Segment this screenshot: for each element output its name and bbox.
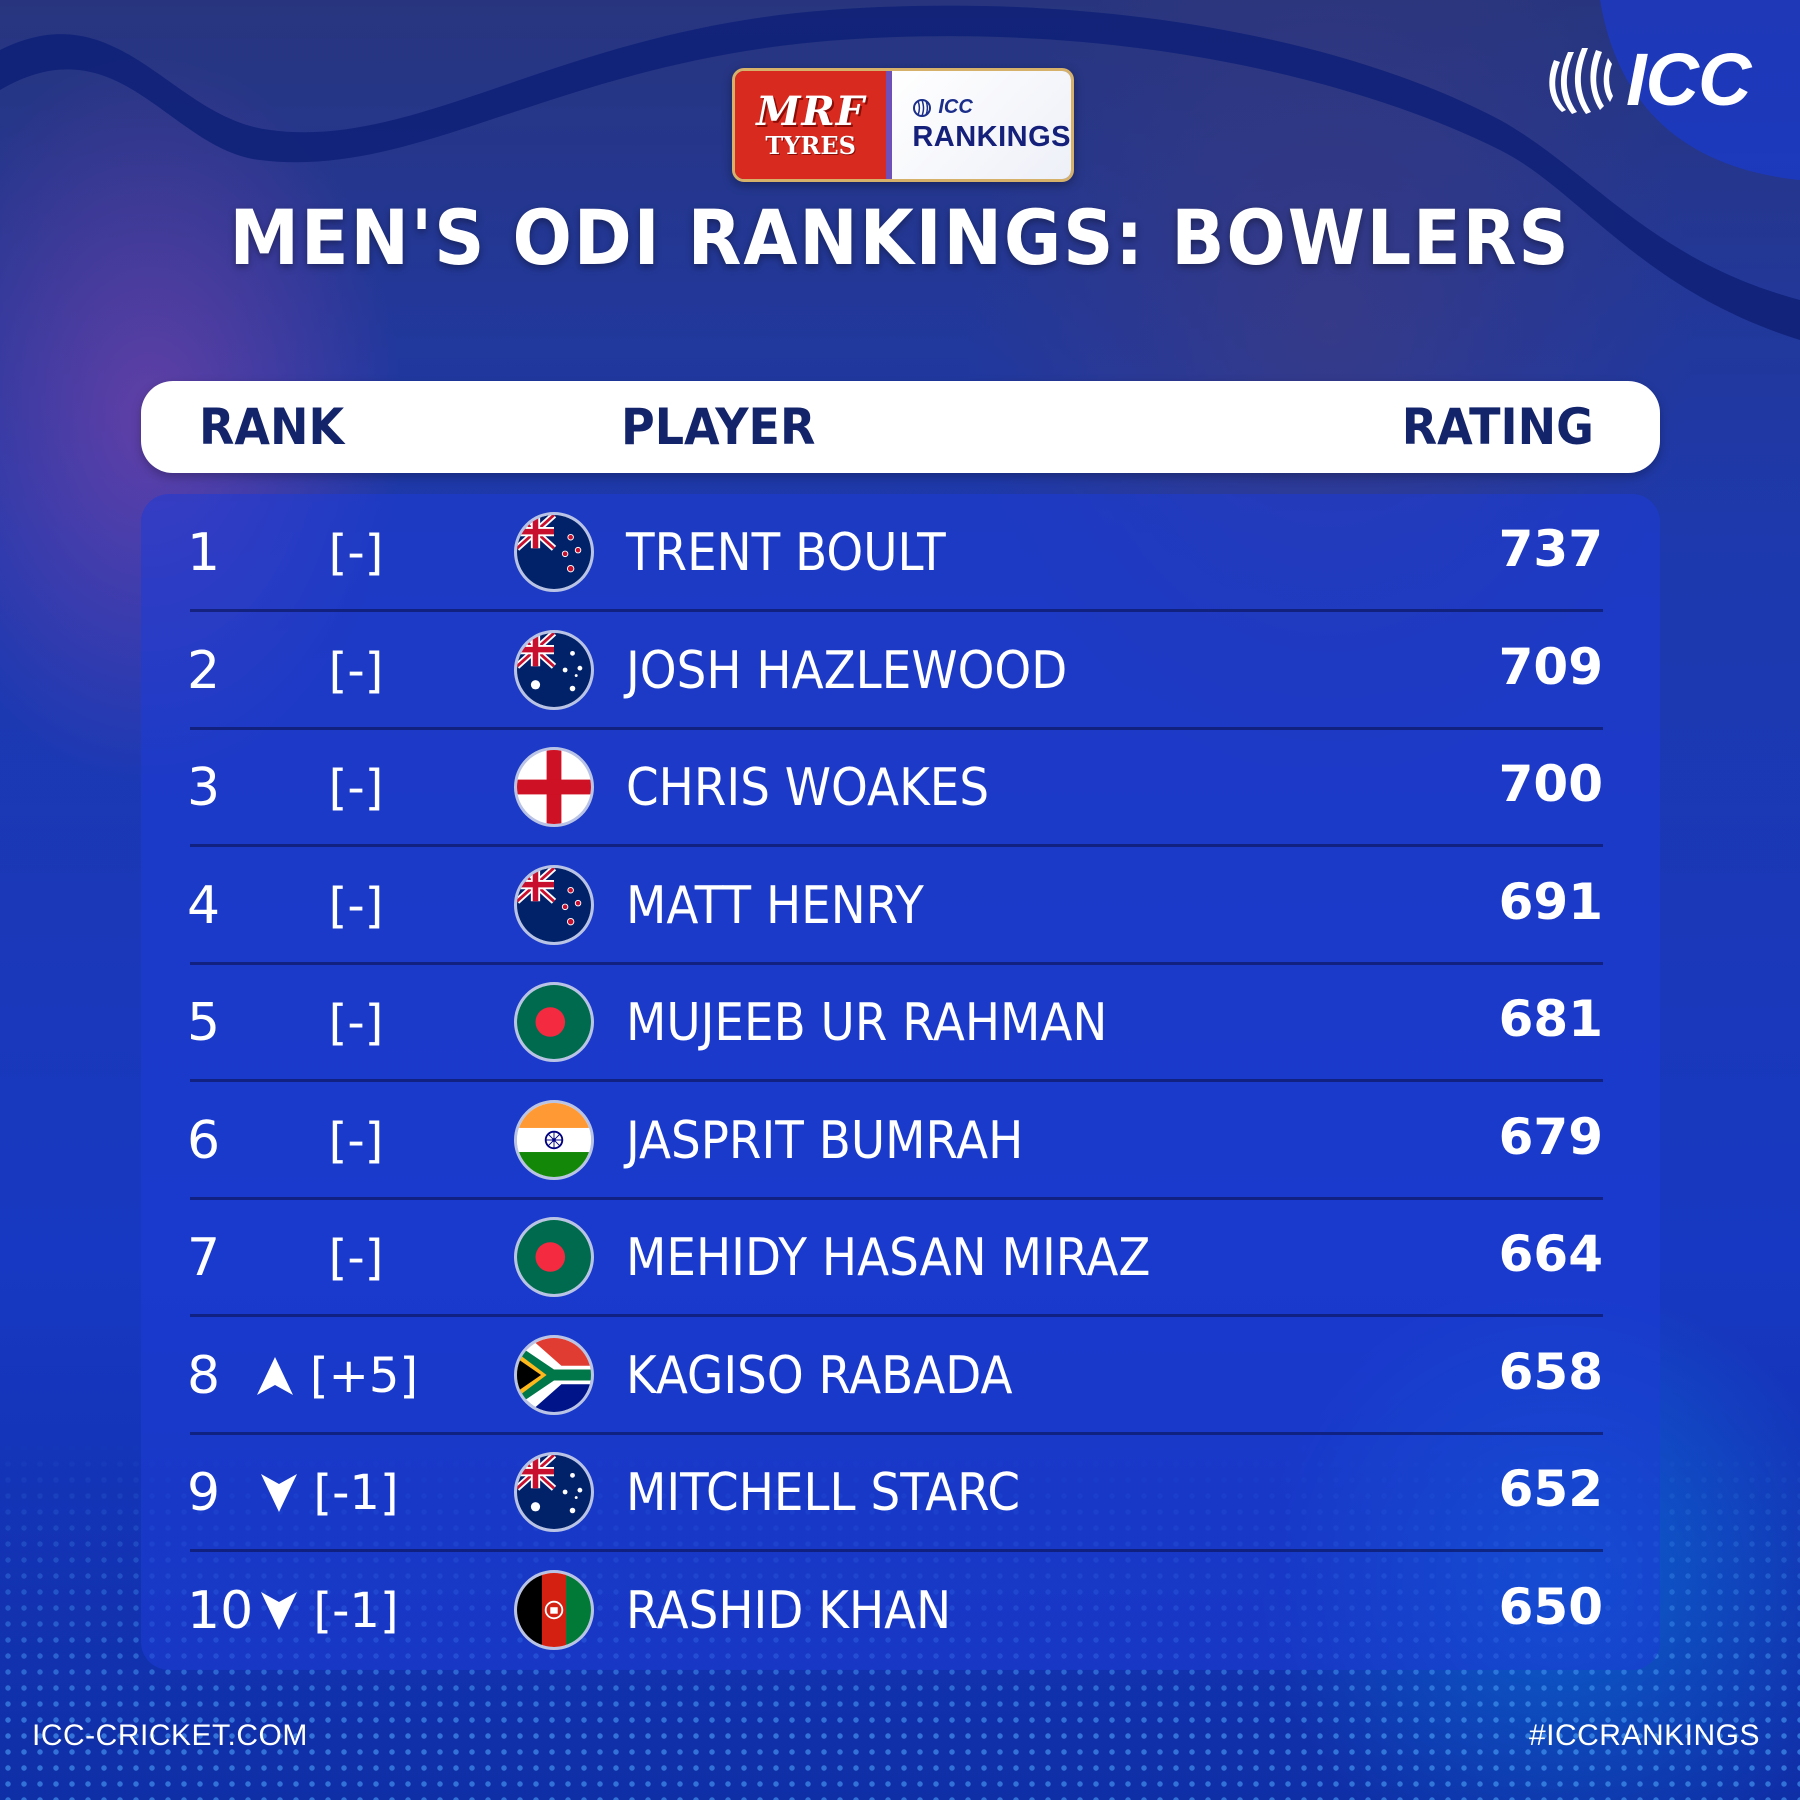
player-name: CHRIS WOAKES <box>626 758 990 818</box>
player-name: MEHIDY HASAN MIRAZ <box>626 1228 1151 1288</box>
player-name: TRENT BOULT <box>626 523 946 583</box>
arrow-up-icon <box>253 1353 297 1399</box>
table-row: 10 [-1] RASHID KHAN 650 <box>141 1552 1660 1670</box>
row-divider <box>190 961 1603 965</box>
player-name: MATT HENRY <box>626 875 924 936</box>
row-divider <box>190 844 1603 847</box>
mrf-logo: MRF TYRES <box>735 71 887 179</box>
player-name: KAGISO RABADA <box>626 1345 1013 1406</box>
rankings-word: RANKINGS <box>912 121 1071 153</box>
player-name: JOSH HAZLEWOOD <box>626 640 1068 701</box>
row-divider <box>190 1431 1603 1435</box>
column-header-rating: RATING <box>1401 398 1594 456</box>
table-row: 4 [-] MATT HENRY 691 <box>141 847 1660 965</box>
rankings-table: 1 [-] TRENT BOULT 737 2 [-] JOSH HAZLEWOOD 709 3… <box>141 494 1660 1670</box>
row-divider <box>190 1079 1603 1082</box>
sponsor-badge: MRF TYRES ICC RANKINGS <box>732 68 1074 182</box>
mrf-word: MRF <box>756 88 866 135</box>
rank-movement: [-] <box>328 642 384 699</box>
south-africa-flag-icon <box>514 1334 594 1415</box>
footer-hashtag: #ICCRANKINGS <box>1528 1719 1760 1752</box>
table-row: 6 [-] JASPRIT BUMRAH 679 <box>141 1082 1660 1200</box>
rank-number: 2 <box>187 640 221 701</box>
new-zealand-flag-icon <box>514 512 594 592</box>
row-divider <box>190 726 1603 730</box>
page-title: MEN'S ODI RANKINGS: BOWLERS <box>229 193 1571 282</box>
rank-movement: [+5] <box>309 1347 419 1404</box>
australia-flag-icon <box>514 1452 594 1532</box>
rank-movement: [-1] <box>313 1465 399 1521</box>
rank-movement: [-] <box>328 1112 384 1169</box>
player-name: JASPRIT BUMRAH <box>626 1110 1024 1171</box>
table-row: 2 [-] JOSH HAZLEWOOD 709 <box>141 612 1660 730</box>
rank-number: 7 <box>187 1228 221 1288</box>
icc-small-text: ICC <box>938 96 973 118</box>
rank-number: 5 <box>187 993 221 1053</box>
player-rating: 691 <box>1498 872 1603 931</box>
new-zealand-flag-icon <box>514 864 594 945</box>
icc-rankings-logo: ICC RANKINGS <box>886 71 1071 179</box>
table-row: 1 [-] TRENT BOULT 737 <box>141 494 1660 612</box>
icc-logo-text: ICC <box>1626 38 1751 121</box>
rank-movement: [-] <box>328 877 384 934</box>
player-name: MUJEEB UR RAHMAN <box>626 993 1108 1053</box>
column-header-rank: RANK <box>199 398 345 456</box>
table-row: 5 [-] MUJEEB UR RAHMAN 681 <box>141 964 1660 1082</box>
rank-number: 9 <box>187 1463 221 1523</box>
rank-number: 8 <box>187 1345 221 1406</box>
player-rating: 737 <box>1498 520 1603 578</box>
player-rating: 658 <box>1498 1342 1603 1401</box>
arrow-down-icon <box>257 1588 301 1634</box>
rank-number: 6 <box>187 1110 221 1171</box>
icc-ball-icon <box>913 98 932 117</box>
player-rating: 700 <box>1498 755 1603 813</box>
table-header: RANK PLAYER RATING <box>141 381 1660 473</box>
player-rating: 709 <box>1498 637 1603 696</box>
row-divider <box>190 1314 1603 1317</box>
player-rating: 650 <box>1498 1577 1603 1636</box>
icc-logo: ICC <box>1540 38 1751 121</box>
icc-ball-icon <box>1549 48 1613 114</box>
afghanistan-flag-icon <box>514 1569 594 1650</box>
rank-number: 4 <box>187 875 221 936</box>
player-name: RASHID KHAN <box>626 1580 952 1641</box>
player-name: MITCHELL STARC <box>626 1463 1021 1523</box>
player-rating: 681 <box>1498 990 1603 1048</box>
rank-number: 3 <box>187 758 221 818</box>
rank-movement: [-] <box>328 1230 384 1286</box>
mrf-tyres: TYRES <box>765 131 856 160</box>
table-row: 8 [+5] KAGISO RABADA 658 <box>141 1317 1660 1435</box>
table-row: 3 [-] CHRIS WOAKES 700 <box>141 729 1660 847</box>
bangladesh-flag-icon <box>514 982 594 1062</box>
footer-site: ICC-CRICKET.COM <box>32 1719 308 1752</box>
player-rating: 679 <box>1498 1107 1603 1166</box>
table-row: 9 [-1] MITCHELL STARC 652 <box>141 1434 1660 1552</box>
row-divider <box>190 609 1603 612</box>
rank-number: 1 <box>187 523 221 583</box>
rank-movement: [-] <box>328 995 384 1051</box>
rank-movement: [-1] <box>313 1582 399 1639</box>
rank-movement: [-] <box>328 760 384 816</box>
bangladesh-flag-icon <box>514 1217 594 1297</box>
row-divider <box>190 1549 1603 1552</box>
column-header-player: PLAYER <box>621 398 816 456</box>
england-flag-icon <box>514 747 594 827</box>
player-rating: 664 <box>1498 1225 1603 1283</box>
rank-movement: [-] <box>328 525 384 581</box>
player-rating: 652 <box>1498 1460 1603 1518</box>
icc-small-mark: ICC <box>912 96 1071 119</box>
row-divider <box>190 1196 1603 1200</box>
australia-flag-icon <box>514 629 594 710</box>
india-flag-icon <box>514 1099 594 1180</box>
table-row: 7 [-] MEHIDY HASAN MIRAZ 664 <box>141 1199 1660 1317</box>
arrow-down-icon <box>257 1470 301 1516</box>
rank-number: 10 <box>187 1580 254 1641</box>
